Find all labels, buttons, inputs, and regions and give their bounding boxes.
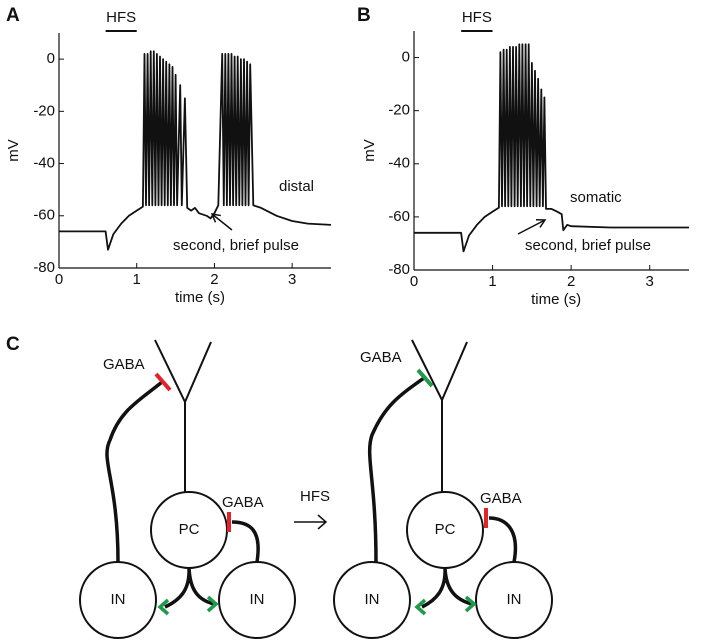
x-tick-label: 2 [567,273,575,290]
cell-label: PC [435,521,456,538]
x-tick-label: 0 [410,273,418,290]
y-tick-label: -60 [388,208,410,225]
synapse [416,368,434,388]
hfs-label: HFS [106,9,136,26]
axon [421,567,473,609]
hfs-label: HFS [300,488,330,505]
dendrite [154,339,212,492]
y-tick-label: -20 [388,102,410,119]
x-tick-label: 1 [133,271,141,288]
annotation: distal [279,178,314,195]
in-cell [333,561,411,639]
y-tick-label: -40 [388,155,410,172]
cell-label: IN [365,591,380,608]
y-tick-label: 0 [47,50,55,67]
panel-label: A [6,5,20,26]
annotation: somatic [570,189,622,206]
y-axis-label: mV [5,139,22,162]
arrow [294,514,328,530]
gaba-label: GABA [222,494,264,511]
y-tick-label: -40 [33,155,55,172]
panel-label: B [357,5,371,26]
axon [164,567,215,609]
axon [105,380,164,563]
x-axis-label: time (s) [531,291,581,308]
diagram: GABA GABA PC IN IN HFS GABA GABA PC IN I… [79,339,553,639]
synapse [154,372,172,392]
arrow [210,213,233,231]
axon [367,376,426,563]
trace [59,50,332,251]
y-tick-label: -60 [33,207,55,224]
cell-label: IN [250,591,265,608]
arrow [517,219,547,235]
circuit-after: GABA GABA PC IN IN [333,339,553,639]
axon [231,520,260,563]
x-tick-label: 0 [55,271,63,288]
y-tick-label: -80 [388,261,410,278]
arrow-label: second, brief pulse [525,237,651,254]
hfs-label: HFS [462,9,492,26]
cell-label: PC [179,521,200,538]
y-axis-label: mV [361,139,378,162]
gaba-label: GABA [103,356,145,373]
gaba-label: GABA [360,349,402,366]
x-axis-label: time (s) [175,289,225,306]
cell-label: IN [111,591,126,608]
panel-label: C [6,334,20,355]
axon [488,516,518,563]
x-tick-label: 2 [210,271,218,288]
circuit-before: GABA GABA PC IN IN [79,339,296,639]
y-tick-label: -20 [33,102,55,119]
gaba-label: GABA [480,490,522,507]
synapse [157,595,219,616]
trace [414,43,689,253]
synapse [414,595,477,616]
y-tick-label: -80 [33,259,55,276]
dendrite [411,339,468,492]
x-tick-label: 3 [288,271,296,288]
y-tick-label: 0 [402,49,410,66]
x-tick-label: 3 [646,273,654,290]
x-tick-label: 1 [488,273,496,290]
in-cell [218,561,296,639]
cell-label: IN [507,591,522,608]
arrow-label: second, brief pulse [173,237,299,254]
